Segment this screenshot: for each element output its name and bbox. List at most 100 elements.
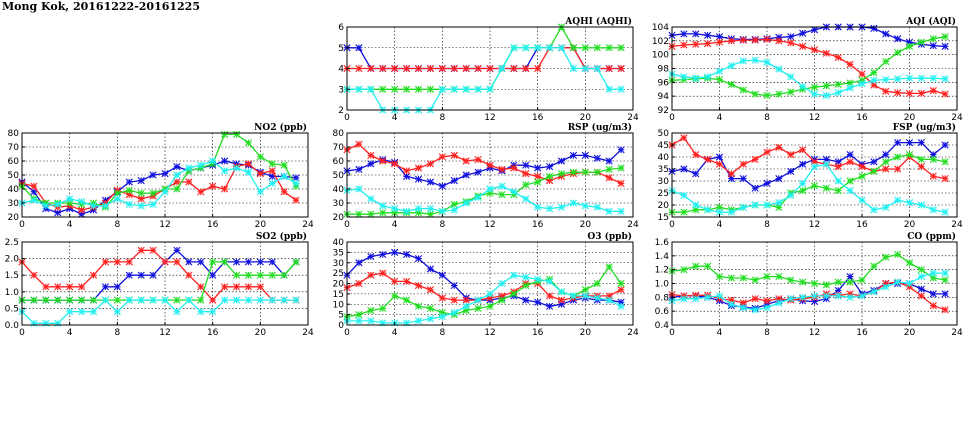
y-tick-label: 60 [333, 157, 345, 167]
data-point [605, 207, 613, 215]
data-point [113, 189, 121, 197]
data-point [426, 85, 435, 93]
data-point [268, 167, 276, 175]
series-line [21, 299, 297, 324]
x-tick-label: 4 [717, 220, 723, 230]
data-point [77, 308, 86, 316]
data-point [209, 182, 217, 190]
data-point [810, 182, 819, 190]
data-point [256, 271, 264, 279]
data-point [220, 283, 229, 291]
data-point [692, 40, 700, 48]
data-point [292, 258, 300, 266]
x-tick-label: 12 [809, 328, 820, 338]
data-point [89, 271, 98, 279]
data-point [402, 172, 411, 180]
data-point [617, 302, 625, 310]
y-tick-label: 3 [338, 85, 344, 95]
y-tick-label: 104 [652, 23, 669, 33]
x-tick-label: 24 [951, 220, 963, 230]
data-point [161, 170, 169, 178]
x-tick-label: 20 [255, 220, 267, 230]
data-point [739, 57, 747, 65]
chart-title: FSP (ug/m3) [893, 122, 956, 133]
x-tick-label: 12 [484, 220, 495, 230]
y-tick-label: 2.5 [5, 238, 19, 248]
data-point [858, 80, 866, 88]
data-point [113, 258, 121, 266]
data-point [402, 85, 411, 93]
data-point [268, 160, 276, 168]
data-point [581, 64, 589, 73]
data-point [917, 89, 925, 97]
data-point [617, 146, 625, 154]
data-point [450, 64, 458, 73]
data-point [882, 283, 890, 291]
data-point [367, 64, 375, 73]
data-point [715, 272, 724, 281]
y-tick-label: 1.0 [655, 280, 670, 290]
data-point [197, 308, 205, 316]
data-point [569, 64, 578, 73]
data-point [787, 276, 795, 284]
data-point [775, 175, 783, 183]
data-point [858, 172, 866, 180]
data-point [402, 64, 411, 73]
data-point [438, 271, 446, 279]
data-point [510, 64, 518, 73]
data-point [220, 185, 229, 193]
data-point [474, 304, 482, 312]
data-point [905, 139, 914, 147]
data-point [692, 295, 700, 303]
data-point [220, 157, 229, 165]
data-point [894, 49, 902, 57]
data-point [929, 269, 937, 277]
data-point [763, 304, 771, 312]
data-point [391, 248, 399, 256]
data-point [617, 164, 625, 172]
data-point [149, 246, 157, 254]
data-point [882, 57, 890, 66]
x-tick-label: 12 [809, 113, 820, 123]
data-point [751, 276, 759, 284]
data-point [941, 269, 949, 277]
data-point [256, 170, 264, 178]
data-point [30, 182, 38, 190]
x-tick-label: 4 [67, 220, 73, 230]
data-point [822, 91, 830, 100]
data-point [751, 90, 759, 98]
data-point [355, 44, 363, 52]
x-tick-label: 0 [344, 328, 350, 338]
data-point [894, 196, 902, 204]
y-tick-label: 1.5 [5, 271, 19, 281]
data-point [917, 285, 925, 293]
data-point [929, 302, 937, 310]
data-point [232, 258, 241, 266]
y-tick-label: 15 [333, 290, 344, 300]
data-point [185, 258, 193, 266]
data-point [739, 160, 747, 168]
data-point [534, 64, 542, 73]
y-tick-label: 0.5 [5, 304, 19, 314]
data-point [557, 157, 566, 165]
data-point [617, 179, 625, 187]
data-point [929, 74, 937, 82]
data-point [149, 296, 157, 304]
data-point [545, 172, 554, 180]
x-tick-label: 8 [764, 328, 770, 338]
y-tick-label: 60 [8, 157, 20, 167]
data-point [125, 296, 133, 304]
data-point [905, 74, 914, 82]
x-tick-label: 24 [627, 220, 639, 230]
data-point [799, 160, 807, 168]
data-point [355, 259, 363, 267]
data-point [101, 283, 110, 291]
series-blue [343, 146, 625, 190]
data-point [391, 160, 399, 168]
data-point [882, 151, 890, 159]
data-point [450, 206, 458, 214]
series-red [668, 35, 949, 98]
data-point [438, 85, 446, 93]
data-point [450, 308, 458, 317]
data-point [704, 73, 712, 81]
